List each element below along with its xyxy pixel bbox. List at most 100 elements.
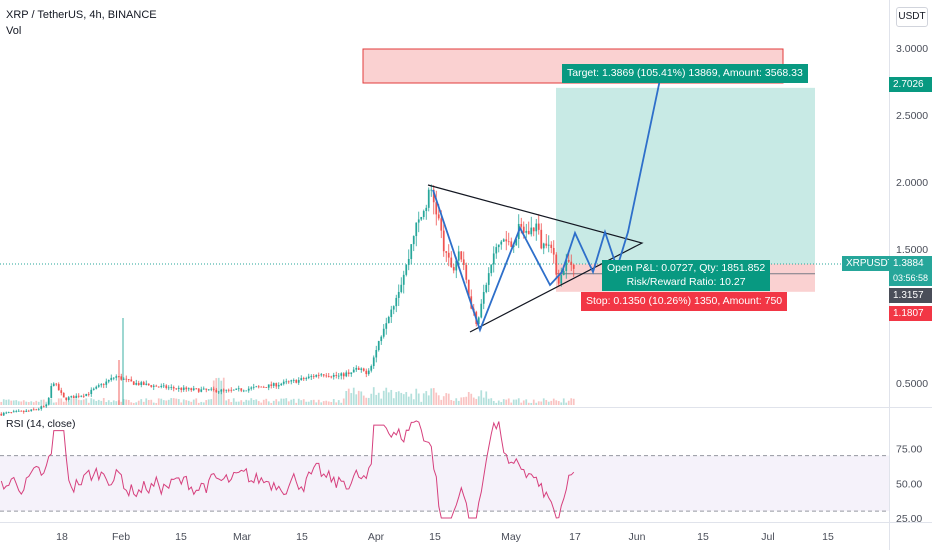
volume-bar [85, 398, 88, 405]
candle-body [100, 384, 103, 386]
volume-bar [292, 398, 295, 405]
volume-bar [195, 398, 198, 405]
candle-body [230, 389, 233, 391]
candle-body [272, 383, 275, 386]
volume-bar [17, 401, 20, 405]
candle-body [72, 396, 75, 399]
volume-spike [122, 318, 124, 405]
candle-body [152, 385, 155, 387]
volume-bar [232, 398, 235, 405]
candle-body [117, 376, 120, 378]
candle-body [200, 389, 203, 392]
volume-bar [197, 402, 200, 405]
candle-body [222, 389, 225, 391]
candle-body [192, 388, 195, 391]
volume-bar [472, 397, 475, 405]
volume-bar [87, 402, 90, 405]
candle-body [90, 389, 93, 394]
candle-body [262, 386, 265, 388]
volume-bar [377, 392, 380, 405]
volume-bar [320, 402, 323, 405]
candle-body [377, 341, 380, 351]
volume-bar [445, 393, 448, 405]
volume-bar [325, 400, 328, 405]
candle-body [527, 230, 530, 235]
candle-body [390, 309, 393, 318]
volume-bar [90, 398, 93, 405]
currency-button[interactable]: USDT [896, 7, 928, 27]
candle-body [122, 378, 125, 380]
volume-bar [30, 401, 33, 405]
rsi-tick-label: 50.00 [896, 478, 922, 490]
candle-body [312, 376, 315, 378]
target-price-tag: 2.7026 [889, 77, 932, 92]
volume-bar [482, 397, 485, 405]
volume-bar [100, 400, 103, 405]
volume-bar [147, 399, 150, 405]
volume-bar [345, 391, 348, 405]
triangle-pattern [427, 184, 644, 333]
candle-body [202, 388, 205, 390]
candle-body [15, 411, 18, 412]
volume-bar [570, 398, 573, 405]
candle-body [212, 388, 215, 390]
volume-bar [545, 399, 548, 405]
volume-bar [432, 388, 435, 405]
volume-bar [95, 400, 98, 405]
candle-body [255, 386, 258, 388]
volume-bar [520, 402, 523, 405]
candle-body [297, 380, 300, 383]
candle-body [237, 388, 240, 390]
volume-bar [70, 398, 73, 405]
candle-body [45, 404, 48, 407]
volume-bar [507, 398, 510, 405]
candle-body [425, 207, 428, 211]
candle-body [340, 373, 343, 376]
volume-bar [240, 400, 243, 405]
candle-body [325, 375, 328, 377]
candle-body [542, 243, 545, 249]
candle-body [195, 388, 198, 390]
volume-bar [162, 400, 165, 405]
candle-body [112, 377, 115, 379]
volume-bar [527, 402, 530, 405]
candle-body [55, 383, 58, 385]
candle-body [482, 292, 485, 304]
candle-body [457, 251, 460, 261]
time-tick-label: Jul [761, 531, 774, 543]
volume-bar [15, 400, 18, 405]
volume-bar [390, 389, 393, 405]
candle-body [445, 251, 448, 253]
volume-bar [562, 398, 565, 405]
candle-body [257, 386, 260, 388]
candle-body [185, 387, 188, 390]
volume-bar [327, 401, 330, 405]
volume-bar [75, 398, 78, 405]
candle-body [267, 384, 270, 388]
candle-body [520, 223, 523, 227]
candle-body [125, 378, 128, 380]
candle-body [460, 251, 463, 260]
volume-bar [120, 401, 123, 405]
candle-body [430, 189, 433, 191]
candle-body [172, 387, 175, 389]
volume-bar [102, 398, 105, 405]
candle-body [260, 386, 263, 388]
pnl-line-2: Risk/Reward Ratio: 10.27 [626, 276, 746, 288]
candle-body [357, 367, 360, 370]
candle-body [250, 387, 253, 389]
rsi-title[interactable]: RSI (14, close) [6, 418, 76, 430]
volume-indicator-label[interactable]: Vol [6, 25, 22, 37]
candle-body [30, 409, 33, 412]
volume-bar [190, 401, 193, 405]
volume-bar [380, 398, 383, 405]
volume-bar [435, 392, 438, 405]
candle-body [225, 389, 228, 391]
stop-price-tag: 1.1807 [889, 306, 932, 321]
volume-bar [512, 399, 515, 405]
volume-bar [25, 401, 28, 405]
volume-bar [157, 398, 160, 405]
volume-bar [77, 399, 80, 405]
candle-body [535, 223, 538, 232]
volume-bar [330, 402, 333, 405]
